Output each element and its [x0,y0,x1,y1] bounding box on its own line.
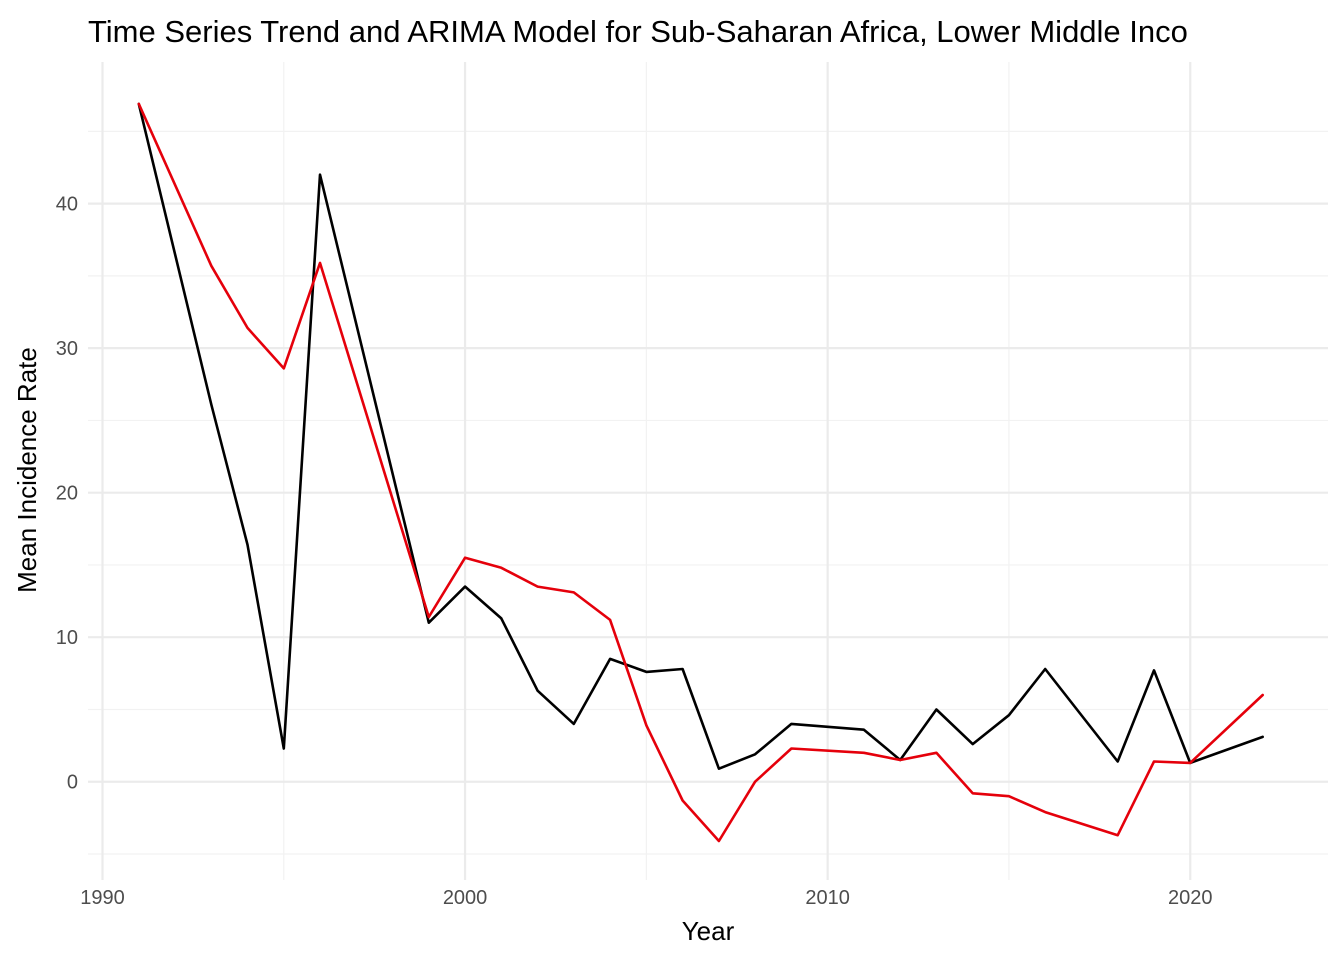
series-line-1 [137,102,1264,771]
grid [88,62,1328,880]
chart-title: Time Series Trend and ARIMA Model for Su… [88,14,1188,49]
x-axis-ticks: 1990 2000 2010 2020 [80,887,1212,909]
y-axis-ticks: 0 10 20 30 40 [56,194,78,794]
y-tick-label: 0 [67,772,78,794]
y-tick-label: 30 [56,338,78,360]
y-axis-title: Mean Incidence Rate [12,347,42,593]
x-tick-label: 2000 [443,887,488,909]
y-tick-label: 20 [56,483,78,505]
x-tick-label: 2010 [805,887,850,909]
x-tick-label: 2020 [1168,887,1213,909]
series-group [137,102,1264,843]
series-line-2 [137,102,1264,843]
y-tick-label: 10 [56,627,78,649]
x-tick-label: 1990 [80,887,125,909]
x-axis-title: Year [682,916,735,946]
y-tick-label: 40 [56,194,78,216]
